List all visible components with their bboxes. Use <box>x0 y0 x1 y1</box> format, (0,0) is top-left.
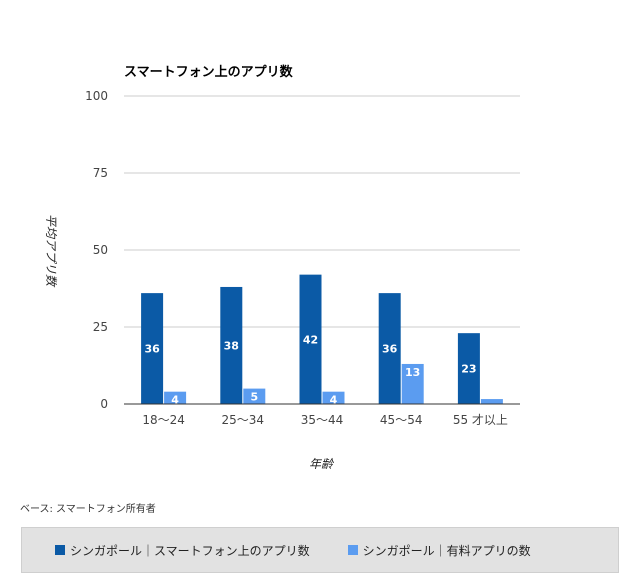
chart-title: スマートフォン上のアプリ数 <box>124 64 294 80</box>
legend-item-series-2[interactable]: シンガポール｜有料アプリの数 <box>347 542 531 559</box>
bar-series-1[interactable] <box>378 293 401 404</box>
x-tick-label: 25〜34 <box>222 413 265 427</box>
data-label: 4 <box>330 394 338 407</box>
y-tick-label: 0 <box>100 397 108 411</box>
bars: 36 4 38 5 42 4 36 13 23 <box>141 274 503 407</box>
y-tick-label: 100 <box>85 89 108 103</box>
data-label: 36 <box>382 343 398 356</box>
footnote: ベース: スマートフォン所有者 <box>20 504 156 515</box>
bar-series-1[interactable] <box>299 274 322 404</box>
data-label: 36 <box>144 343 160 356</box>
x-tick-label: 45〜54 <box>380 413 423 427</box>
data-label: 38 <box>224 339 239 352</box>
y-tick-label: 75 <box>93 166 108 180</box>
x-axis-ticks: 18〜24 25〜34 35〜44 45〜54 55 才以上 <box>142 413 508 427</box>
x-tick-label: 35〜44 <box>301 413 344 427</box>
legend-label-series-1: シンガポール｜スマートフォン上のアプリ数 <box>70 543 310 558</box>
data-label: 4 <box>171 394 179 407</box>
data-label: 23 <box>461 363 476 376</box>
legend-swatch-series-2 <box>347 545 358 555</box>
x-axis-title: 年齢 <box>309 457 335 471</box>
legend: シンガポール｜スマートフォン上のアプリ数 シンガポール｜有料アプリの数 <box>21 527 619 573</box>
bar-series-1[interactable] <box>457 333 480 404</box>
bar-series-2[interactable] <box>401 363 424 404</box>
data-label: 5 <box>250 391 258 404</box>
legend-label-series-2: シンガポール｜有料アプリの数 <box>362 543 531 558</box>
bar-series-2[interactable] <box>480 399 503 404</box>
y-axis-ticks: 0 25 50 75 100 <box>85 89 108 411</box>
y-axis-title: 平均アプリ数 <box>44 214 58 288</box>
bar-series-2[interactable] <box>164 391 187 404</box>
data-label: 13 <box>405 366 420 379</box>
x-tick-label: 18〜24 <box>142 413 185 427</box>
gridlines <box>124 95 520 328</box>
data-label: 42 <box>303 333 318 346</box>
y-tick-label: 25 <box>93 320 108 334</box>
legend-swatch-series-1 <box>55 545 65 555</box>
y-tick-label: 50 <box>93 243 108 257</box>
bar-chart: スマートフォン上のアプリ数 0 25 50 75 100 36 4 38 5 42 4 36 13 23… <box>44 64 520 471</box>
bar-series-1[interactable] <box>220 286 243 404</box>
bar-series-2[interactable] <box>322 391 345 404</box>
bar-series-2[interactable] <box>243 388 266 404</box>
legend-item-series-1[interactable]: シンガポール｜スマートフォン上のアプリ数 <box>55 542 310 559</box>
x-tick-label: 55 才以上 <box>453 413 508 427</box>
bar-series-1[interactable] <box>141 293 164 404</box>
